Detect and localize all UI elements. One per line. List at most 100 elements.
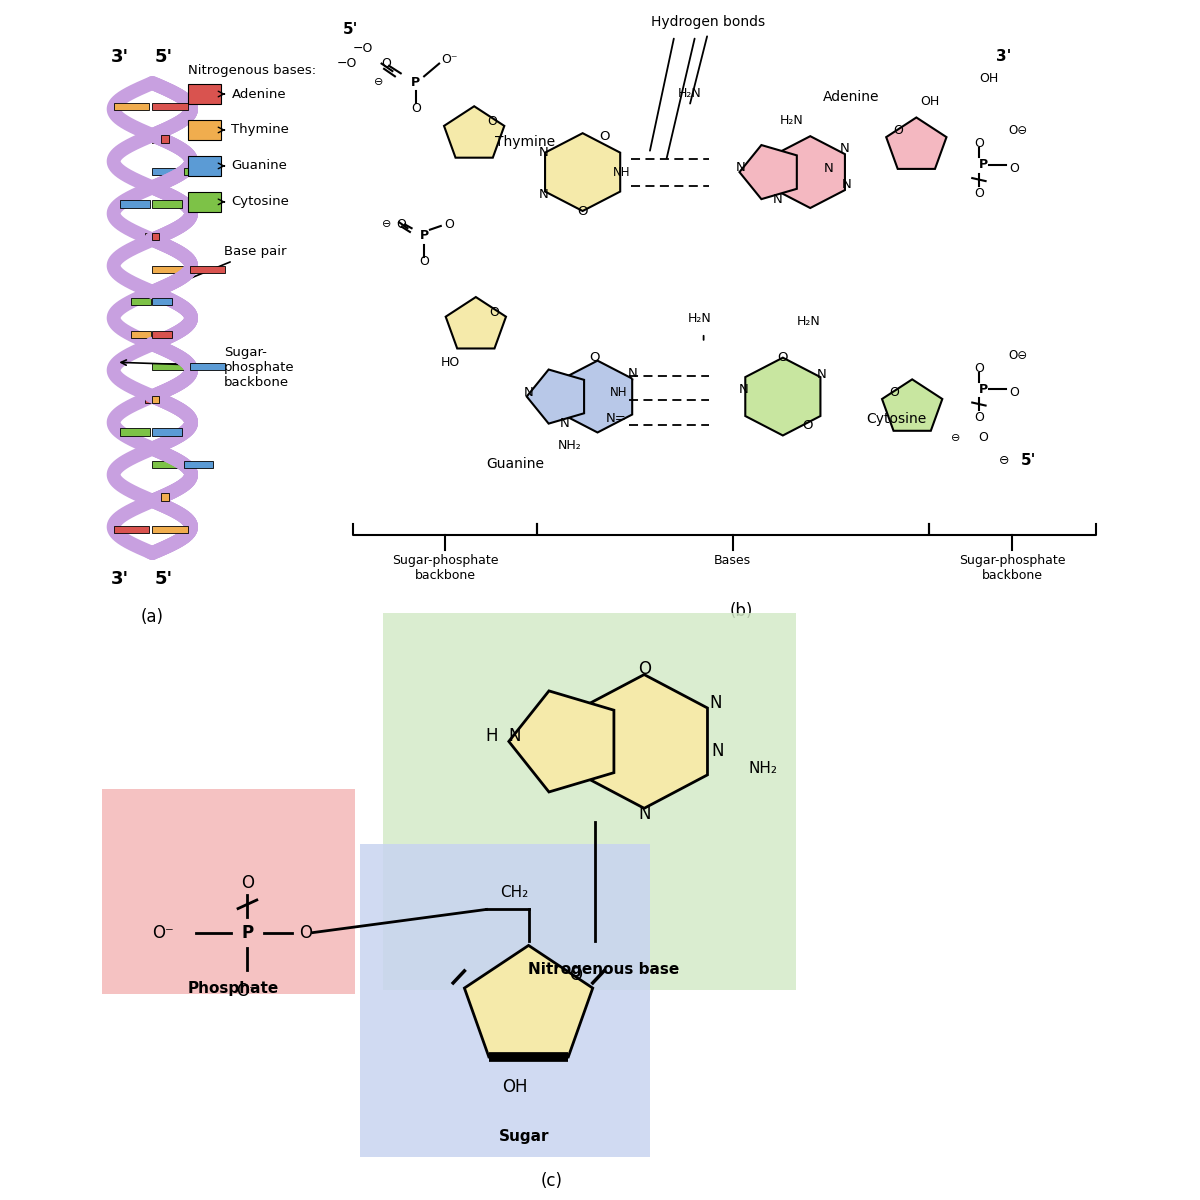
Text: N: N — [824, 162, 834, 175]
Text: O⁻: O⁻ — [152, 924, 174, 942]
FancyBboxPatch shape — [152, 103, 187, 110]
Text: O: O — [241, 874, 254, 892]
FancyBboxPatch shape — [152, 461, 181, 468]
Polygon shape — [775, 136, 845, 208]
Text: (a): (a) — [140, 608, 164, 626]
Polygon shape — [509, 691, 614, 792]
Text: (b): (b) — [730, 602, 752, 620]
FancyBboxPatch shape — [145, 396, 151, 403]
Text: ⊖: ⊖ — [950, 433, 960, 443]
FancyBboxPatch shape — [152, 331, 173, 338]
FancyBboxPatch shape — [145, 233, 151, 240]
Text: O: O — [589, 350, 600, 364]
FancyBboxPatch shape — [188, 120, 222, 140]
Text: O: O — [637, 660, 650, 678]
Text: O: O — [382, 58, 391, 70]
Text: N: N — [628, 367, 637, 379]
Text: O: O — [974, 186, 984, 199]
Polygon shape — [445, 298, 506, 348]
Text: 3': 3' — [110, 570, 128, 588]
Text: CH₂: CH₂ — [500, 884, 529, 900]
Text: Hydrogen bonds: Hydrogen bonds — [650, 14, 764, 29]
FancyBboxPatch shape — [152, 493, 161, 500]
Text: OH: OH — [979, 72, 998, 85]
Text: Sugar-
phosphate
backbone: Sugar- phosphate backbone — [121, 346, 295, 389]
Text: O: O — [974, 137, 984, 150]
FancyBboxPatch shape — [191, 364, 226, 371]
Polygon shape — [739, 145, 797, 199]
Text: P: P — [978, 383, 988, 396]
FancyBboxPatch shape — [131, 331, 151, 338]
FancyBboxPatch shape — [152, 396, 158, 403]
Text: Phosphate: Phosphate — [187, 982, 278, 996]
Text: 3': 3' — [110, 48, 128, 66]
Text: 5': 5' — [342, 23, 358, 37]
Text: Guanine: Guanine — [487, 457, 545, 470]
Text: O: O — [974, 412, 984, 424]
Text: N: N — [739, 383, 749, 396]
Text: OH: OH — [920, 95, 940, 108]
FancyBboxPatch shape — [152, 364, 187, 371]
Text: Guanine: Guanine — [232, 160, 287, 173]
Text: Thymine: Thymine — [232, 124, 289, 137]
Text: O: O — [569, 966, 582, 984]
Text: O: O — [893, 125, 902, 138]
Text: P: P — [978, 158, 988, 172]
Polygon shape — [581, 674, 708, 809]
FancyBboxPatch shape — [102, 788, 355, 995]
Text: O: O — [978, 431, 988, 444]
Polygon shape — [882, 379, 942, 431]
Text: H: H — [485, 727, 498, 745]
Text: Nitrogenous base: Nitrogenous base — [528, 962, 679, 977]
Text: Cytosine: Cytosine — [866, 412, 926, 426]
Text: Thymine: Thymine — [496, 136, 556, 149]
Text: Cytosine: Cytosine — [232, 196, 289, 209]
Polygon shape — [464, 946, 593, 1057]
Text: NH₂: NH₂ — [749, 761, 778, 775]
Text: O⊖: O⊖ — [1008, 125, 1027, 138]
Text: O: O — [778, 352, 788, 364]
Text: O: O — [577, 204, 588, 217]
Text: N: N — [539, 188, 548, 202]
Text: Nitrogenous bases:: Nitrogenous bases: — [188, 65, 317, 78]
Text: P: P — [420, 229, 428, 242]
Text: −O: −O — [336, 58, 356, 70]
Text: N=: N= — [606, 412, 626, 425]
Polygon shape — [563, 361, 632, 432]
FancyBboxPatch shape — [161, 136, 169, 143]
Text: N: N — [817, 367, 827, 380]
Polygon shape — [444, 107, 504, 157]
Text: 5': 5' — [155, 570, 173, 588]
Text: P: P — [412, 76, 420, 89]
FancyBboxPatch shape — [120, 428, 150, 436]
Text: Bases: Bases — [714, 553, 751, 566]
Text: −O: −O — [353, 42, 373, 55]
Text: P: P — [241, 924, 253, 942]
Text: H₂N: H₂N — [797, 316, 821, 329]
Text: O: O — [444, 218, 454, 230]
Text: Sugar-phosphate
backbone: Sugar-phosphate backbone — [959, 553, 1066, 582]
Text: N: N — [638, 805, 650, 823]
Polygon shape — [745, 358, 821, 436]
Text: N: N — [709, 694, 722, 712]
FancyBboxPatch shape — [114, 103, 149, 110]
Text: O: O — [419, 256, 430, 269]
FancyBboxPatch shape — [188, 84, 222, 104]
Text: 5': 5' — [155, 48, 173, 66]
Text: H₂N: H₂N — [678, 88, 701, 100]
Text: Adenine: Adenine — [823, 90, 880, 104]
Text: H₂N: H₂N — [688, 312, 712, 324]
Text: NH₂: NH₂ — [558, 438, 582, 451]
Text: ⊖: ⊖ — [382, 220, 391, 229]
FancyBboxPatch shape — [152, 233, 158, 240]
Text: NH: NH — [613, 166, 630, 179]
Text: N: N — [842, 178, 852, 191]
Polygon shape — [527, 370, 584, 424]
FancyBboxPatch shape — [360, 845, 650, 1157]
Text: O⁻: O⁻ — [440, 53, 457, 66]
Text: O: O — [397, 218, 407, 230]
Text: O: O — [889, 386, 899, 400]
Text: Adenine: Adenine — [232, 88, 286, 101]
FancyBboxPatch shape — [152, 298, 173, 305]
Text: O: O — [299, 924, 312, 942]
